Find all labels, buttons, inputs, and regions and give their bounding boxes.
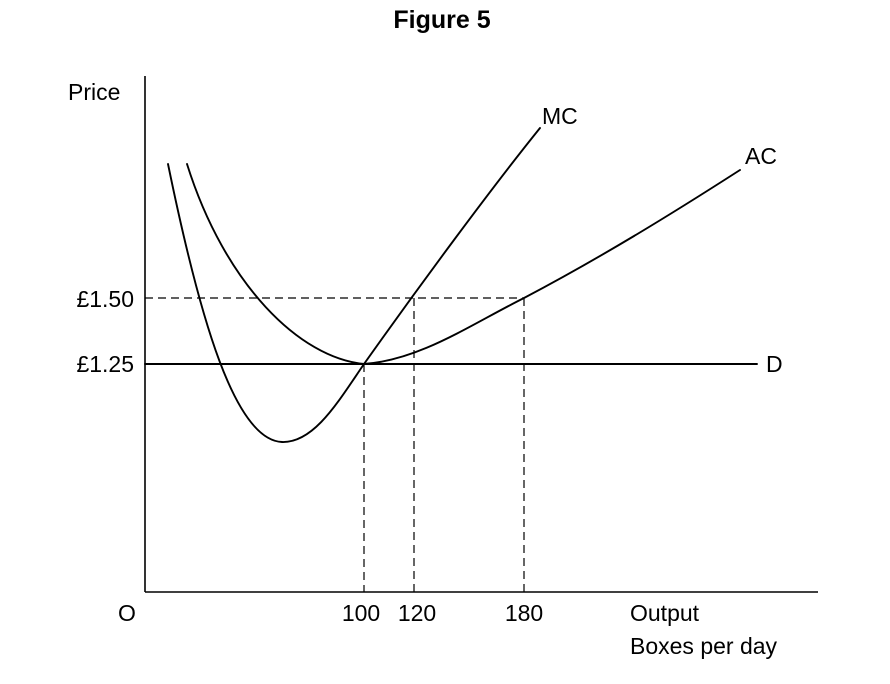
x-axis-label-line1: Output <box>630 600 700 626</box>
price-tick-1-25: £1.25 <box>76 351 134 377</box>
price-tick-1-50: £1.50 <box>76 286 134 312</box>
figure-title: Figure 5 <box>393 6 490 34</box>
mc-label: MC <box>542 103 578 129</box>
output-tick-180: 180 <box>505 600 543 626</box>
y-axis-label: Price <box>68 79 120 105</box>
mc-curve <box>167 127 541 443</box>
output-tick-120: 120 <box>398 600 436 626</box>
x-axis-label-line2: Boxes per day <box>630 633 778 659</box>
ac-curve <box>186 163 741 365</box>
origin-label: O <box>118 600 136 626</box>
demand-label: D <box>766 351 783 377</box>
ac-label: AC <box>745 143 777 169</box>
output-tick-100: 100 <box>342 600 380 626</box>
